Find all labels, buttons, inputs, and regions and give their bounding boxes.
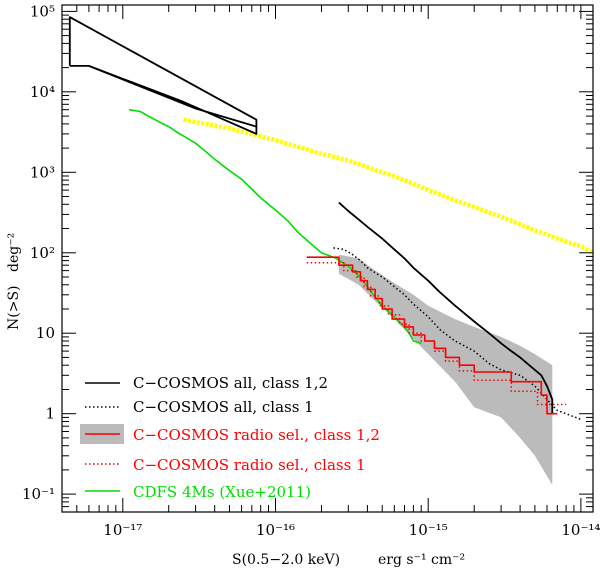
- series-c-cosmos-radio-sel-class-1-2: [306, 256, 558, 415]
- y-axis-units: deg⁻²: [6, 233, 22, 272]
- legend: C−COSMOS all, class 1,2 C−COSMOS all, cl…: [80, 374, 380, 501]
- x-axis-units: erg s⁻¹ cm⁻²: [378, 552, 465, 568]
- y-tick-label-4: 10³: [30, 163, 55, 181]
- y-tick-label-3: 10²: [30, 244, 55, 262]
- series-c-cosmos-all-class-1-2: [338, 201, 554, 414]
- y-tick-labels: 10⁻¹ 1 10 10² 10³ 10⁴ 10⁵: [22, 2, 55, 503]
- series-field-counts-yellow: [183, 117, 595, 255]
- legend-label-all-class12: C−COSMOS all, class 1,2: [133, 374, 328, 392]
- y-tick-label-5: 10⁴: [30, 83, 55, 101]
- y-axis-label: N(>S): [6, 286, 22, 331]
- series-log-n-log-s-lower-wedge: [88, 65, 258, 135]
- y-tick-label-2: 10: [36, 324, 55, 342]
- series-c-cosmos-radio-sel-class-1: [306, 262, 567, 406]
- series-c-cosmos-all-class-1: [333, 247, 582, 421]
- x-tick-label-1: 10⁻¹⁶: [256, 521, 295, 539]
- x-tick-label-0: 10⁻¹⁷: [103, 521, 142, 539]
- x-tick-label-3: 10⁻¹⁴: [561, 521, 600, 539]
- x-tick-label-2: 10⁻¹⁵: [409, 521, 448, 539]
- plot-frame: [61, 4, 594, 513]
- legend-label-radio-class12: C−COSMOS radio sel., class 1,2: [133, 426, 380, 444]
- legend-label-cdfs: CDFS 4Ms (Xue+2011): [133, 483, 311, 501]
- x-axis-label: S(0.5−2.0 keV): [232, 552, 340, 568]
- series-cdfs-4ms-xue-2011: [128, 108, 422, 345]
- legend-label-radio-class1: C−COSMOS radio sel., class 1: [133, 456, 366, 474]
- y-tick-label-0: 10⁻¹: [22, 485, 55, 503]
- y-tick-label-6: 10⁵: [30, 2, 55, 20]
- x-tick-labels: 10⁻¹⁷ 10⁻¹⁶ 10⁻¹⁵ 10⁻¹⁴: [103, 521, 600, 539]
- legend-label-all-class1: C−COSMOS all, class 1: [133, 398, 314, 416]
- y-tick-label-1: 1: [45, 405, 55, 423]
- data-series: [68, 16, 595, 421]
